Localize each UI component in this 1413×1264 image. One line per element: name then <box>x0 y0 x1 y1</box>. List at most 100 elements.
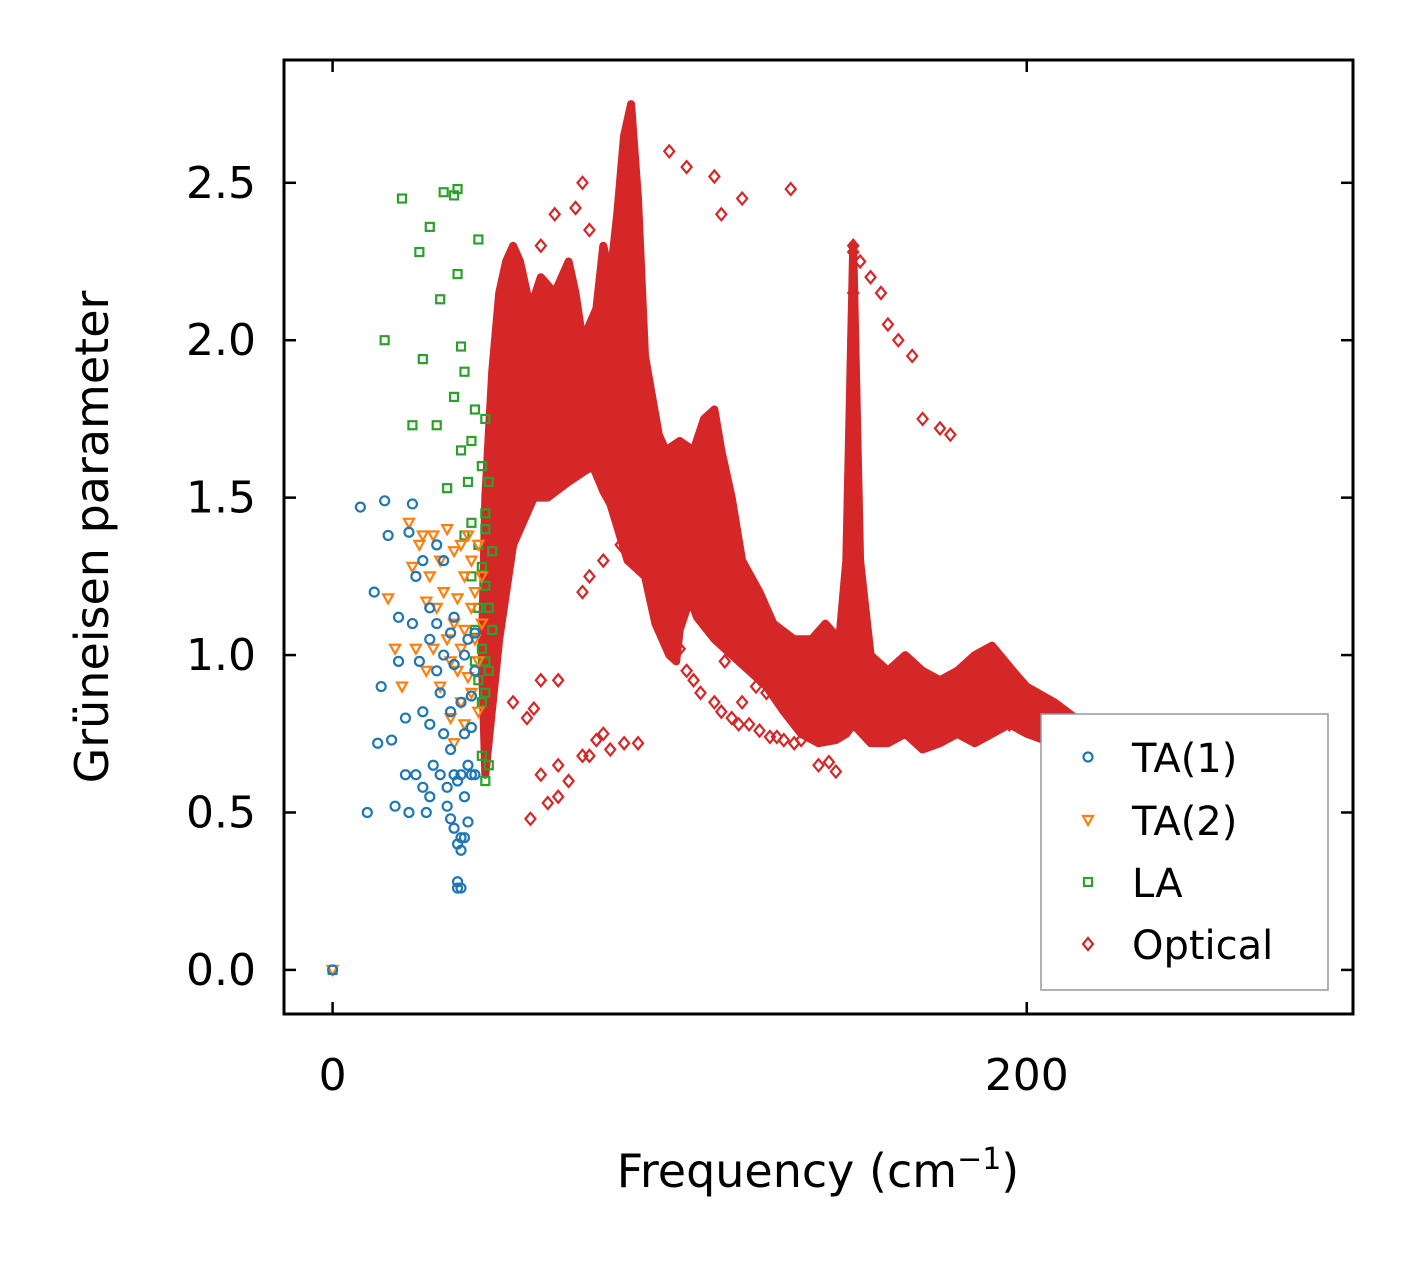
point-ta-2 <box>419 596 434 609</box>
point-ta-1 <box>382 529 394 542</box>
point-optical <box>652 568 666 585</box>
point-optical <box>985 710 999 726</box>
point-ta-1 <box>458 832 471 844</box>
point-ta-2 <box>405 561 420 575</box>
point-ta-2 <box>412 539 427 553</box>
point-optical <box>631 735 645 751</box>
point-optical <box>829 763 843 780</box>
point-optical <box>853 253 867 270</box>
point-la <box>480 508 491 519</box>
point-ta-1 <box>448 611 460 623</box>
point-optical <box>784 181 798 197</box>
point-optical <box>742 716 756 733</box>
point-ta-2 <box>457 624 472 638</box>
point-la <box>476 643 487 654</box>
point-ta-2 <box>402 517 416 531</box>
point-ta-1 <box>455 844 467 856</box>
x-tick-label: 200 <box>985 1050 1069 1101</box>
point-optical <box>725 710 739 726</box>
axis-ticks <box>284 60 1353 1014</box>
point-optical <box>534 672 548 688</box>
point-la <box>483 476 494 488</box>
point-ta-1 <box>441 800 453 812</box>
point-ta-2 <box>471 539 486 553</box>
point-optical <box>707 694 721 711</box>
point-ta-1 <box>372 737 384 749</box>
point-optical <box>582 222 596 238</box>
point-la <box>483 665 494 676</box>
x-axis-title: Frequency (cm−1) <box>617 1142 1020 1198</box>
point-optical <box>638 521 652 537</box>
point-optical <box>735 190 749 207</box>
legend: TA(1) TA(2) LA Optical <box>1040 713 1329 991</box>
point-la <box>487 546 498 557</box>
point-ta-1 <box>403 806 415 819</box>
point-optical <box>846 238 860 254</box>
point-ta-2 <box>447 738 461 751</box>
point-optical <box>631 552 645 569</box>
y-tick-label: 1.5 <box>186 473 256 524</box>
point-ta-1 <box>455 769 467 781</box>
point-ta-1 <box>469 665 481 677</box>
point-ta-1 <box>462 816 474 828</box>
point-ta-2 <box>468 586 482 600</box>
point-ta-1 <box>375 680 387 693</box>
point-optical <box>707 168 721 185</box>
point-la <box>480 687 491 698</box>
point-optical <box>694 685 707 701</box>
point-ta-1 <box>451 882 464 894</box>
point-optical <box>589 732 603 748</box>
point-la <box>424 221 435 232</box>
point-optical <box>576 584 589 600</box>
point-optical <box>760 685 773 701</box>
point-ta-2 <box>422 571 437 584</box>
point-la <box>480 580 491 591</box>
point-optical <box>582 748 596 764</box>
point-optical <box>551 757 565 773</box>
point-ta-1 <box>424 602 436 614</box>
point-optical <box>576 175 589 191</box>
point-ta-1 <box>389 800 401 812</box>
point-optical <box>846 285 860 301</box>
point-la <box>483 760 494 771</box>
point-ta-1 <box>465 690 478 702</box>
legend-label-la: LA <box>1132 861 1183 907</box>
point-optical <box>864 269 877 285</box>
point-optical <box>617 735 631 751</box>
point-ta-1 <box>379 495 391 507</box>
point-optical <box>701 552 714 569</box>
point-optical <box>534 766 548 783</box>
point-ta-1 <box>417 555 429 567</box>
point-la <box>469 404 480 415</box>
point-ta-1 <box>434 769 446 781</box>
point-ta-2 <box>388 643 402 657</box>
point-ta-2 <box>474 618 489 631</box>
point-la <box>473 675 484 686</box>
point-optical <box>659 615 673 632</box>
point-optical <box>680 663 694 679</box>
point-ta-1 <box>420 806 432 819</box>
point-la <box>487 624 498 635</box>
point-optical <box>881 316 895 333</box>
point-la <box>452 183 463 195</box>
point-optical <box>694 521 707 537</box>
point-ta-1 <box>455 882 467 894</box>
legend-marker-ta-1 <box>1082 751 1094 763</box>
point-ta-1 <box>444 627 457 639</box>
point-ta-1 <box>424 718 436 730</box>
point-optical <box>735 694 749 711</box>
point-ta-2 <box>474 571 489 584</box>
legend-marker-optical <box>1081 936 1095 952</box>
legend-marker-la <box>1082 876 1094 888</box>
point-optical <box>673 641 687 657</box>
point-ta-1 <box>455 696 467 708</box>
point-ta-1 <box>361 806 373 819</box>
legend-marker-ta-2 <box>1081 814 1095 828</box>
point-optical <box>714 704 728 720</box>
point-optical <box>846 458 860 474</box>
point-la <box>466 435 477 447</box>
point-optical <box>617 175 631 191</box>
point-optical <box>916 411 930 427</box>
point-ta-2 <box>454 643 468 657</box>
point-ta-2 <box>426 643 441 657</box>
